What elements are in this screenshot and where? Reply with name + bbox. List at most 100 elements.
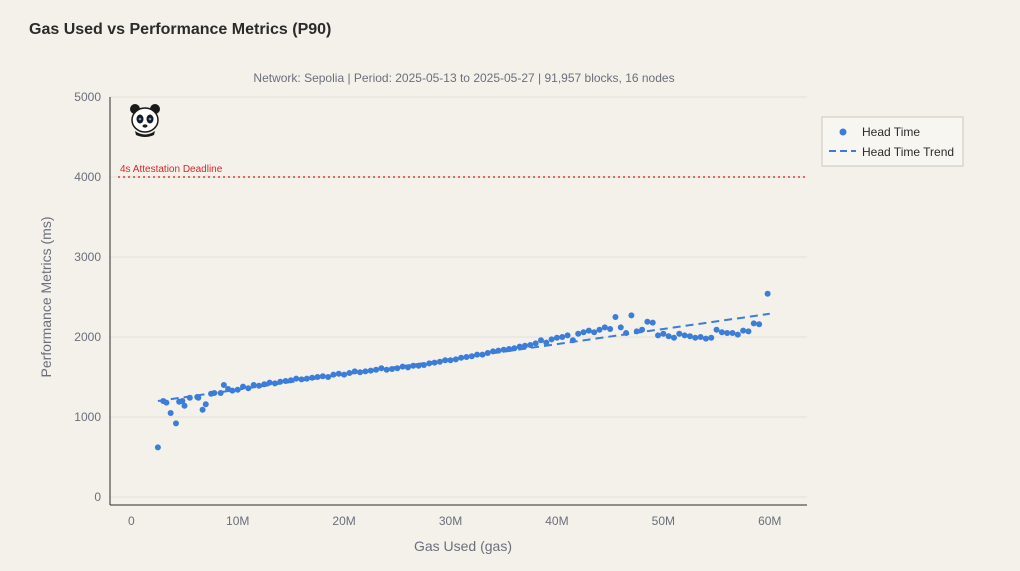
- data-point: [404, 364, 411, 371]
- chart-title: Gas Used vs Performance Metrics (P90): [29, 21, 332, 38]
- data-point: [325, 374, 332, 380]
- data-point: [756, 321, 763, 328]
- data-point: [532, 340, 539, 347]
- data-point: [575, 330, 582, 337]
- data-point: [644, 318, 651, 325]
- data-point: [649, 319, 656, 326]
- data-point: [633, 328, 640, 335]
- legend-point-marker: [839, 128, 847, 136]
- x-axis-title: Gas Used (gas): [414, 538, 512, 554]
- data-point: [764, 290, 771, 297]
- data-point: [516, 343, 523, 350]
- x-tick-label: 10M: [226, 514, 249, 528]
- data-point: [500, 346, 507, 353]
- data-point: [596, 326, 603, 333]
- data-point: [309, 374, 316, 381]
- data-point: [261, 381, 268, 388]
- data-point: [245, 385, 252, 392]
- data-point: [490, 348, 497, 355]
- data-point: [750, 320, 757, 327]
- data-point: [617, 324, 624, 331]
- data-point: [282, 378, 289, 384]
- x-tick-label: 40M: [545, 514, 568, 528]
- data-point: [346, 370, 353, 376]
- legend: Head Time Head Time Trend: [821, 116, 964, 167]
- threshold-label: 4s Attestation Deadline: [120, 164, 223, 175]
- data-point: [569, 337, 576, 344]
- data-point: [163, 399, 170, 406]
- data-point: [676, 330, 683, 337]
- data-point: [373, 366, 380, 373]
- data-point: [686, 333, 693, 340]
- data-point: [341, 371, 348, 378]
- x-tick-label: 30M: [439, 514, 462, 528]
- data-point: [250, 382, 257, 388]
- data-point: [426, 360, 433, 367]
- data-point: [729, 330, 736, 336]
- data-point: [607, 326, 614, 332]
- y-tick-label: 1000: [74, 410, 101, 424]
- data-point: [660, 330, 667, 337]
- data-point: [468, 353, 475, 360]
- data-point: [330, 371, 337, 378]
- data-point: [362, 368, 369, 375]
- data-point: [415, 362, 422, 369]
- data-point: [181, 402, 188, 409]
- data-point: [335, 370, 342, 377]
- data-point: [708, 334, 715, 341]
- axes: [109, 97, 807, 506]
- data-point: [697, 334, 704, 340]
- data-point: [298, 376, 305, 383]
- data-point: [293, 375, 300, 382]
- data-point: [564, 332, 571, 339]
- data-point: [314, 374, 321, 380]
- data-point: [580, 329, 587, 336]
- data-point: [266, 379, 273, 386]
- y-tick-label: 3000: [74, 250, 101, 264]
- data-point: [436, 358, 443, 365]
- data-point: [220, 382, 227, 388]
- data-point: [351, 368, 358, 375]
- data-point: [543, 339, 550, 346]
- data-point: [378, 365, 385, 372]
- data-point: [484, 350, 491, 356]
- y-tick-label: 4000: [74, 170, 101, 184]
- panda-logo-icon: [130, 104, 160, 137]
- data-point: [702, 335, 709, 342]
- data-point: [724, 330, 731, 336]
- data-point: [271, 380, 278, 387]
- x-tick-label: 50M: [652, 514, 675, 528]
- grid-lines: [110, 96, 807, 498]
- data-point: [511, 345, 518, 352]
- data-point: [655, 332, 662, 339]
- chart-subtitle: Network: Sepolia | Period: 2025-05-13 to…: [253, 71, 674, 85]
- y-tick-labels: 0 1000 2000 3000 4000 5000: [74, 90, 101, 504]
- legend-item-head-time: Head Time: [862, 125, 920, 139]
- data-point: [357, 369, 364, 376]
- data-point: [628, 312, 635, 319]
- x-tick-labels: 0 10M 20M 30M 40M 50M 60M: [128, 514, 781, 528]
- data-point: [452, 356, 459, 363]
- x-tick-label: 20M: [332, 514, 355, 528]
- data-point: [479, 351, 486, 358]
- data-point: [202, 401, 209, 408]
- y-tick-label: 2000: [74, 330, 101, 344]
- data-point: [458, 354, 465, 361]
- data-point: [388, 366, 395, 372]
- data-point: [447, 357, 454, 364]
- data-point: [277, 378, 284, 385]
- y-tick-label: 0: [94, 490, 101, 504]
- data-point: [463, 354, 470, 360]
- data-point: [527, 342, 534, 348]
- data-point: [211, 390, 218, 396]
- data-point: [167, 410, 174, 416]
- data-point: [383, 366, 390, 373]
- data-point: [495, 347, 502, 354]
- data-point: [559, 334, 566, 340]
- x-tick-label: 60M: [758, 514, 781, 528]
- data-point: [172, 420, 179, 427]
- data-point: [601, 324, 608, 331]
- data-point: [199, 406, 206, 413]
- data-point: [591, 329, 598, 336]
